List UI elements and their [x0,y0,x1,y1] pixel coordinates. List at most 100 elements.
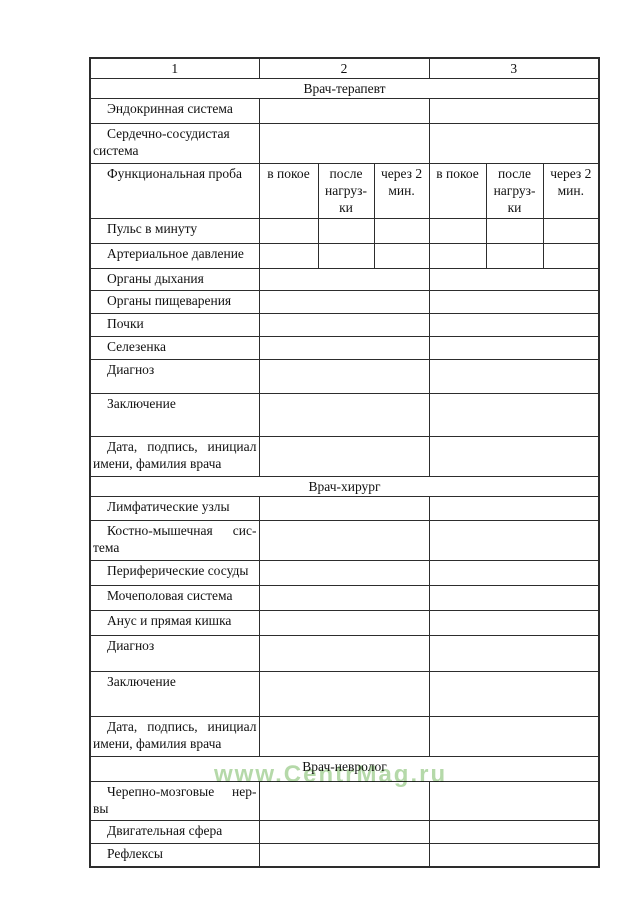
empty-cell [258,313,430,337]
empty-cell [258,243,319,269]
empty-cell [317,218,375,244]
table-row: Артериальное давление [89,243,600,269]
empty-cell [485,218,544,244]
empty-cell [428,781,600,821]
column-number-cell: 2 [258,57,430,79]
empty-cell [485,243,544,269]
empty-cell [258,336,430,360]
table-row: Врач-хирург [89,476,600,497]
empty-cell [258,781,430,821]
empty-cell [542,243,600,269]
empty-cell [428,520,600,561]
empty-cell [428,268,600,291]
empty-cell [258,290,430,314]
table-row: Заключение [89,671,600,717]
empty-cell [428,635,600,672]
table-row: Двигательная сфера [89,820,600,844]
sub-header-cell: после нагруз-ки [317,163,375,219]
table-row: Лимфатические узлы [89,496,600,521]
form-table: 1 2 3 Врач-терапевт Эндокринная система Серде… [89,57,601,868]
empty-cell [428,218,487,244]
table-row: Рефлексы [89,843,600,867]
empty-cell [258,843,430,867]
empty-cell [428,98,600,124]
table-row: Селезенка [89,336,600,360]
empty-cell [373,218,430,244]
empty-cell [258,123,430,164]
table-row: Органы пищеварения [89,290,600,314]
row-label: Органы пищеварения [89,290,260,314]
table-row: Диагноз [89,635,600,672]
table-row: Почки [89,313,600,337]
row-label: Заключение [89,671,260,717]
row-label: Анус и прямая кишка [89,610,260,636]
empty-cell [428,313,600,337]
row-label: Черепно-мозговые нер-вы [89,781,260,821]
table-row: Дата, подпись, инициал имени, фамилия вр… [89,716,600,757]
row-label: Артериальное давление [89,243,260,269]
empty-cell [428,496,600,521]
row-label: Мочеполовая система [89,585,260,611]
row-label: Заключение [89,393,260,437]
empty-cell [258,610,430,636]
table-row: Органы дыхания [89,268,600,291]
row-label: Периферические сосуды [89,560,260,586]
sub-header-cell: в покое [258,163,319,219]
row-label: Диагноз [89,635,260,672]
table-row: Пульс в минуту [89,218,600,244]
empty-cell [258,436,430,477]
row-label: Рефлексы [89,843,260,867]
row-label: Сердечно-сосудистая система [89,123,260,164]
empty-cell [428,336,600,360]
empty-cell [428,671,600,717]
row-label: Костно-мышечная сис-тема [89,520,260,561]
section-title: Врач-терапевт [89,78,600,99]
row-label: Пульс в минуту [89,218,260,244]
table-row: Сердечно-сосудистая система [89,123,600,164]
table-row: Функциональная проба в покое после нагруз-… [89,163,600,219]
table-row: Анус и прямая кишка [89,610,600,636]
sub-header-cell: в покое [428,163,487,219]
empty-cell [428,243,487,269]
empty-cell [258,635,430,672]
section-title: Врач-невролог [89,756,600,782]
sub-header-cell: через 2 мин. [373,163,430,219]
empty-cell [542,218,600,244]
empty-cell [258,496,430,521]
row-label: Почки [89,313,260,337]
row-label: Диагноз [89,359,260,394]
empty-cell [258,671,430,717]
empty-cell [258,520,430,561]
table-row: Костно-мышечная сис-тема [89,520,600,561]
table-row: Периферические сосуды [89,560,600,586]
sub-header-cell: после нагруз-ки [485,163,544,219]
table-row: Дата, подпись, инициал имени, фамилия вр… [89,436,600,477]
empty-cell [428,359,600,394]
empty-cell [428,290,600,314]
empty-cell [428,393,600,437]
row-label: Дата, подпись, инициал имени, фамилия вр… [89,716,260,757]
empty-cell [258,393,430,437]
column-number-cell: 1 [89,57,260,79]
empty-cell [373,243,430,269]
empty-cell [428,820,600,844]
sub-header-cell: через 2 мин. [542,163,600,219]
table-row: Мочеполовая система [89,585,600,611]
table-row: Врач-терапевт [89,78,600,99]
empty-cell [428,585,600,611]
empty-cell [428,843,600,867]
table-row: Диагноз [89,359,600,394]
table-row: Врач-невролог [89,756,600,782]
table-row: Заключение [89,393,600,437]
section-title: Врач-хирург [89,476,600,497]
empty-cell [317,243,375,269]
empty-cell [428,716,600,757]
row-label: Дата, подпись, инициал имени, фамилия вр… [89,436,260,477]
empty-cell [258,359,430,394]
empty-cell [258,585,430,611]
empty-cell [428,560,600,586]
empty-cell [428,610,600,636]
row-label: Селезенка [89,336,260,360]
